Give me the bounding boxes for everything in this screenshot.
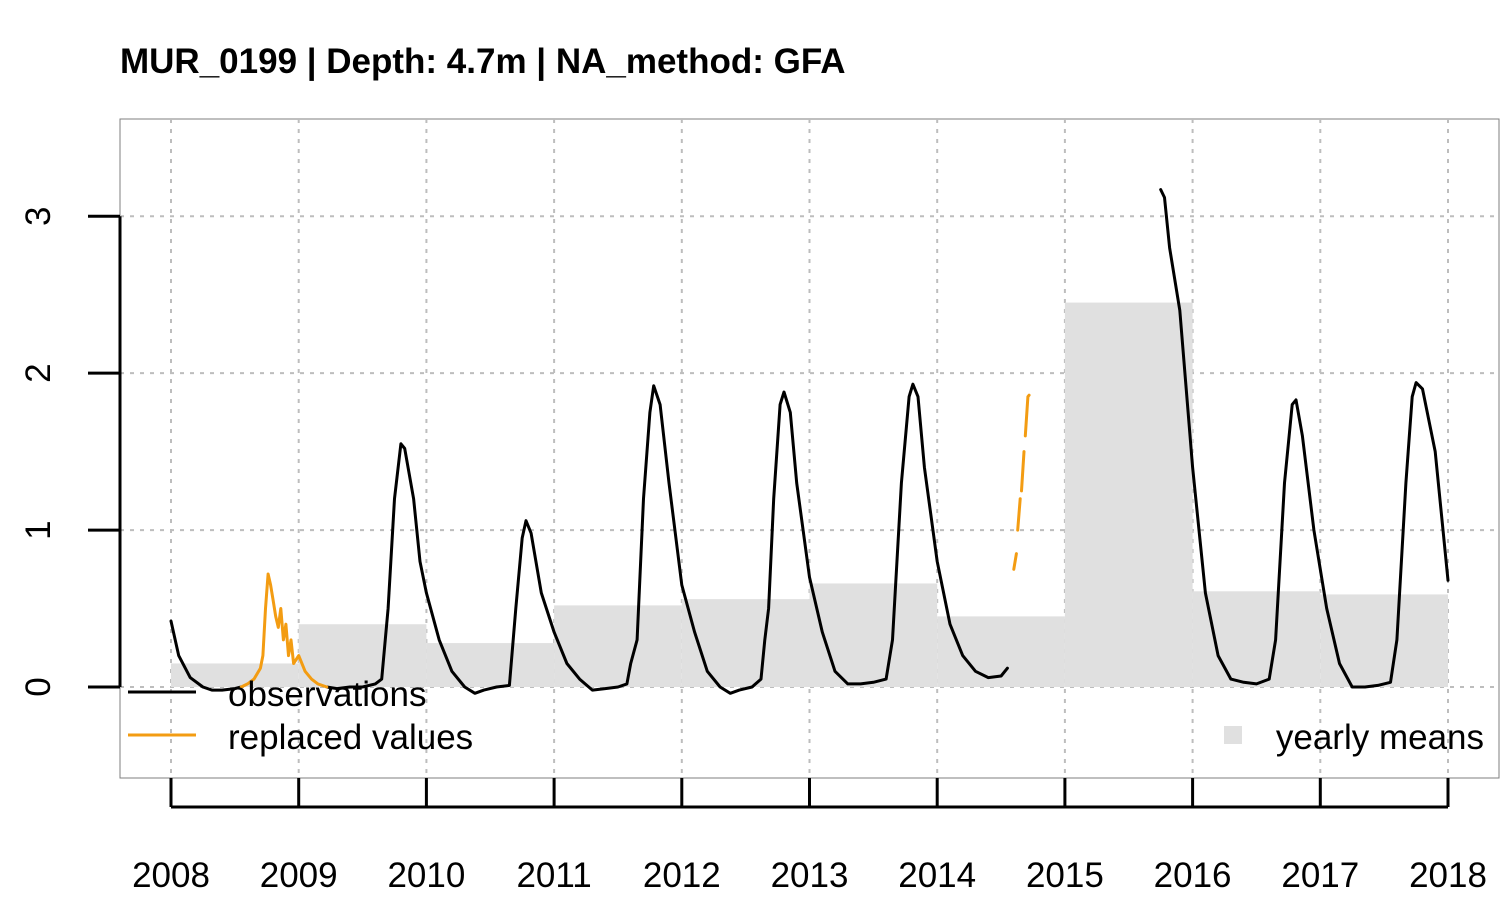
- y-tick-label: 1: [19, 520, 58, 539]
- series-line: [1023, 393, 1031, 438]
- legend-yearly-means-label: yearly means: [1276, 718, 1484, 757]
- x-tick-label: 2017: [1281, 856, 1359, 895]
- yearly-mean-bar: [809, 583, 938, 687]
- yearly-mean-bar: [426, 643, 555, 687]
- x-tick-label: 2011: [516, 856, 591, 895]
- x-tick-label: 2009: [260, 856, 338, 895]
- series-line: [1012, 552, 1018, 571]
- yearly-mean-bar: [1320, 594, 1448, 687]
- series-line: [169, 619, 243, 692]
- legend-observations-label: observations: [228, 675, 426, 714]
- series-line: [325, 382, 1009, 695]
- y-tick-label: 2: [19, 363, 58, 382]
- yearly-mean-bar: [171, 663, 299, 687]
- legend-replaced-label: replaced values: [228, 718, 473, 757]
- axes: 0 1 2 3 2008 2009 2010 2011 2012 2013 2014 2015 2016…: [19, 207, 1487, 895]
- series-line: [1159, 188, 1450, 689]
- yearly-mean-bar: [298, 624, 427, 687]
- x-tick-label: 2012: [643, 856, 721, 895]
- series-line: [1016, 497, 1022, 532]
- y-tick-label: 3: [19, 207, 58, 226]
- legend-yearly-means-swatch: [1224, 726, 1242, 744]
- x-tick-label: 2010: [387, 856, 465, 895]
- yearly-mean-bar: [1064, 302, 1193, 687]
- x-tick-label: 2013: [771, 856, 849, 895]
- x-tick-label: 2018: [1409, 856, 1487, 895]
- series-lines: [169, 188, 1450, 695]
- x-tick-label: 2014: [898, 856, 976, 895]
- legend-left: observations replaced values: [128, 675, 473, 757]
- yearly-mean-bar: [554, 605, 682, 687]
- y-tick-label: 0: [19, 677, 58, 696]
- series-line: [1020, 450, 1026, 493]
- legend-right: yearly means: [1224, 718, 1484, 757]
- yearly-mean-bar: [1192, 591, 1321, 687]
- x-tick-label: 2016: [1154, 856, 1232, 895]
- chart-title: MUR_0199 | Depth: 4.7m | NA_method: GFA: [120, 42, 846, 81]
- yearly-mean-bar: [681, 599, 810, 687]
- x-tick-label: 2015: [1026, 856, 1104, 895]
- series-line: [239, 572, 329, 689]
- x-tick-label: 2008: [132, 856, 210, 895]
